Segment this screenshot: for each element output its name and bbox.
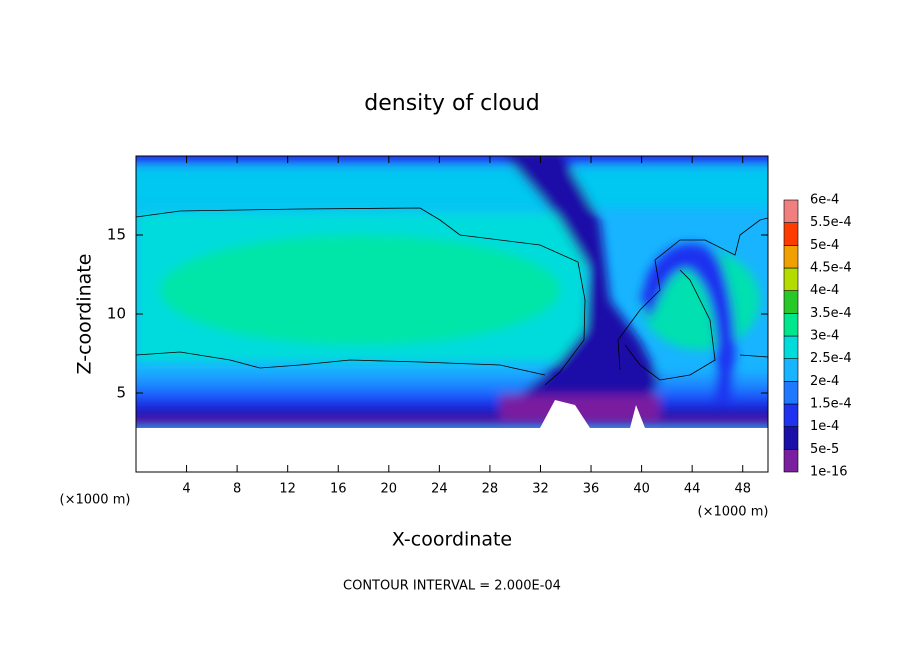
colorbar-label: 6e-4 — [810, 193, 839, 208]
colorbar-box — [783, 245, 799, 269]
colorbar-box — [783, 199, 799, 223]
x-tick-label: 40 — [633, 482, 650, 497]
colorbar-box — [783, 358, 799, 382]
colorbar-box — [783, 449, 799, 473]
colorbar-label: 1e-16 — [810, 465, 848, 480]
y-tick-label: 5 — [116, 384, 126, 402]
colorbar-label: 5e-4 — [810, 238, 839, 253]
x-tick-label: 16 — [330, 482, 347, 497]
colorbar-label: 3e-4 — [810, 329, 839, 344]
colorbar-box — [783, 381, 799, 405]
colorbar-box — [783, 426, 799, 450]
contour-field — [136, 156, 768, 472]
x-tick-label: 36 — [583, 482, 600, 497]
colorbar-label: 4e-4 — [810, 283, 839, 298]
colorbar-box — [783, 403, 799, 427]
x-tick-label: 20 — [381, 482, 398, 497]
footnote: CONTOUR INTERVAL = 2.000E-04 — [343, 579, 561, 594]
x-tick-label: 32 — [532, 482, 549, 497]
colorbar-box — [783, 222, 799, 246]
x-tick-label: 12 — [279, 482, 296, 497]
y-tick-label: 10 — [107, 305, 126, 323]
y-unit: (×1000 m) — [698, 505, 769, 520]
x-tick-label: 24 — [431, 482, 448, 497]
x-tick-label: 48 — [734, 482, 751, 497]
y-axis-label: Z-coordinate — [74, 254, 96, 375]
colorbar-label: 2.5e-4 — [810, 351, 852, 366]
colorbar-label: 1e-4 — [810, 419, 839, 434]
colorbar-box — [783, 313, 799, 337]
x-tick-label: 4 — [182, 482, 190, 497]
x-tick-label: 44 — [684, 482, 701, 497]
colorbar-box — [783, 335, 799, 359]
colorbar-label: 5e-5 — [810, 442, 839, 457]
y-tick-label: 15 — [107, 226, 126, 244]
colorbar-label: 3.5e-4 — [810, 306, 852, 321]
colorbar-label: 4.5e-4 — [810, 261, 852, 276]
chart-title: density of cloud — [364, 91, 539, 116]
colorbar-label: 5.5e-4 — [810, 215, 852, 230]
x-unit: (×1000 m) — [60, 493, 131, 508]
colorbar-label: 2e-4 — [810, 374, 839, 389]
colorbar-box — [783, 267, 799, 291]
x-tick-label: 28 — [482, 482, 499, 497]
colorbar-box — [783, 290, 799, 314]
x-tick-label: 8 — [233, 482, 241, 497]
colorbar-label: 1.5e-4 — [810, 397, 852, 412]
x-axis-label: X-coordinate — [392, 529, 512, 551]
